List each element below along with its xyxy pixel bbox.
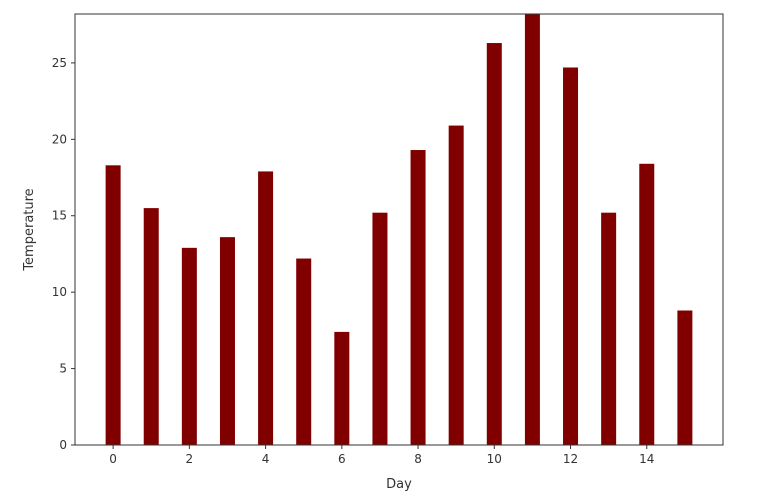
bar-day-4 [258, 171, 274, 445]
y-tick-label: 5 [59, 362, 67, 376]
y-tick-label: 0 [59, 438, 67, 452]
x-tick-label: 12 [563, 452, 578, 466]
bar-day-5 [296, 258, 312, 445]
y-axis-label: Temperature [22, 188, 37, 271]
bar-day-7 [372, 212, 388, 445]
x-tick-label: 14 [639, 452, 654, 466]
x-tick-label: 2 [186, 452, 194, 466]
bar-day-6 [334, 331, 350, 445]
y-tick-label: 15 [52, 209, 67, 223]
bar-day-1 [143, 208, 159, 445]
x-tick-label: 10 [487, 452, 502, 466]
y-tick-label: 10 [52, 285, 67, 299]
x-tick-label: 0 [109, 452, 117, 466]
bar-day-12 [563, 67, 579, 445]
plot-frame [74, 13, 724, 446]
x-tick-label: 8 [414, 452, 422, 466]
bar-day-10 [486, 43, 502, 446]
x-tick-label: 4 [262, 452, 270, 466]
y-tick-label: 20 [52, 132, 67, 146]
x-axis-ticks: 0 2 4 6 8 10 12 14 [109, 445, 654, 466]
bar-day-8 [410, 150, 426, 445]
bar-day-11 [524, 14, 540, 445]
x-axis-label: Day [386, 477, 412, 491]
bar-day-15 [677, 310, 693, 445]
bar-day-3 [219, 237, 235, 445]
bar-day-14 [639, 163, 655, 445]
x-tick-label: 6 [338, 452, 346, 466]
bar-day-9 [448, 125, 464, 445]
bars-group [105, 14, 693, 446]
y-tick-label: 25 [52, 56, 67, 70]
bar-day-0 [105, 165, 121, 445]
y-axis-ticks: 0 5 10 15 20 25 [52, 56, 75, 452]
bar-day-13 [601, 212, 617, 445]
bar-day-2 [181, 247, 197, 445]
